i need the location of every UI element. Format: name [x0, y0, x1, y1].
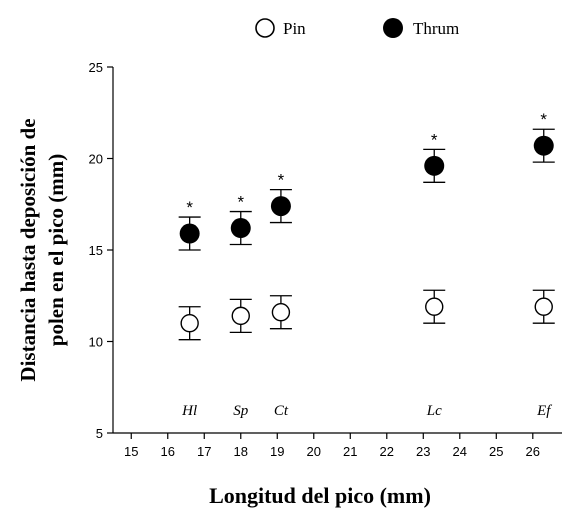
- thrum-point: [230, 218, 251, 239]
- data-marks: * * * * *: [178, 110, 555, 341]
- thrum-point: [179, 223, 200, 244]
- thrum-significance-star: *: [278, 171, 285, 190]
- pin-point: [231, 306, 250, 326]
- legend-thrum-label: Thrum: [413, 19, 459, 38]
- thrum-point: [533, 135, 554, 156]
- x-tick-label: 26: [526, 444, 540, 459]
- y-axis-label: Distancia hasta deposición de polen en e…: [16, 118, 68, 381]
- y-ticks: 5 10 15 20 25: [89, 60, 113, 441]
- pin-point: [271, 303, 291, 322]
- x-ticks: 15 16 17 18 19 20 21 22 23 24 25 26: [124, 433, 540, 459]
- y-axis-label-line2: polen en el pico (mm): [44, 154, 68, 346]
- x-tick-label: 15: [124, 444, 138, 459]
- x-tick-label: 19: [270, 444, 284, 459]
- y-tick-label: 20: [89, 152, 103, 167]
- y-tick-label: 10: [89, 335, 103, 350]
- species-label-lc: Lc: [426, 403, 442, 419]
- thrum-significance-star: *: [186, 198, 193, 217]
- legend: Pin Thrum: [255, 18, 459, 38]
- x-tick-label: 25: [489, 444, 503, 459]
- species-label-ef: Ef: [536, 403, 552, 419]
- y-tick-label: 25: [89, 60, 103, 75]
- thrum-point: [270, 196, 291, 217]
- legend-pin-label: Pin: [283, 19, 306, 38]
- x-tick-label: 17: [197, 444, 211, 459]
- x-tick-label: 22: [380, 444, 394, 459]
- y-tick-label: 15: [89, 243, 103, 258]
- pin-point: [180, 314, 199, 333]
- x-tick-label: 16: [161, 444, 175, 459]
- species-label-sp: Sp: [233, 403, 249, 419]
- species-label-ct: Ct: [274, 403, 289, 419]
- thrum-significance-star: *: [431, 130, 438, 149]
- x-tick-label: 24: [453, 444, 467, 459]
- thrum-significance-star: *: [237, 193, 244, 212]
- x-tick-label: 23: [416, 444, 430, 459]
- x-tick-label: 21: [343, 444, 357, 459]
- x-axis-label: Longitud del pico (mm): [209, 483, 431, 508]
- species-label-hl: Hl: [181, 403, 197, 419]
- x-tick-label: 18: [234, 444, 248, 459]
- x-tick-label: 20: [307, 444, 321, 459]
- legend-pin-marker: [255, 18, 275, 38]
- thrum-point: [424, 155, 445, 176]
- y-axis-label-line1: Distancia hasta deposición de: [16, 118, 40, 381]
- pin-point: [425, 297, 444, 316]
- legend-thrum-marker: [383, 18, 403, 38]
- thrum-significance-star: *: [540, 110, 547, 129]
- pin-point: [534, 297, 553, 316]
- y-tick-label: 5: [96, 426, 103, 441]
- species-labels: Hl Sp Ct Lc Ef: [181, 403, 552, 419]
